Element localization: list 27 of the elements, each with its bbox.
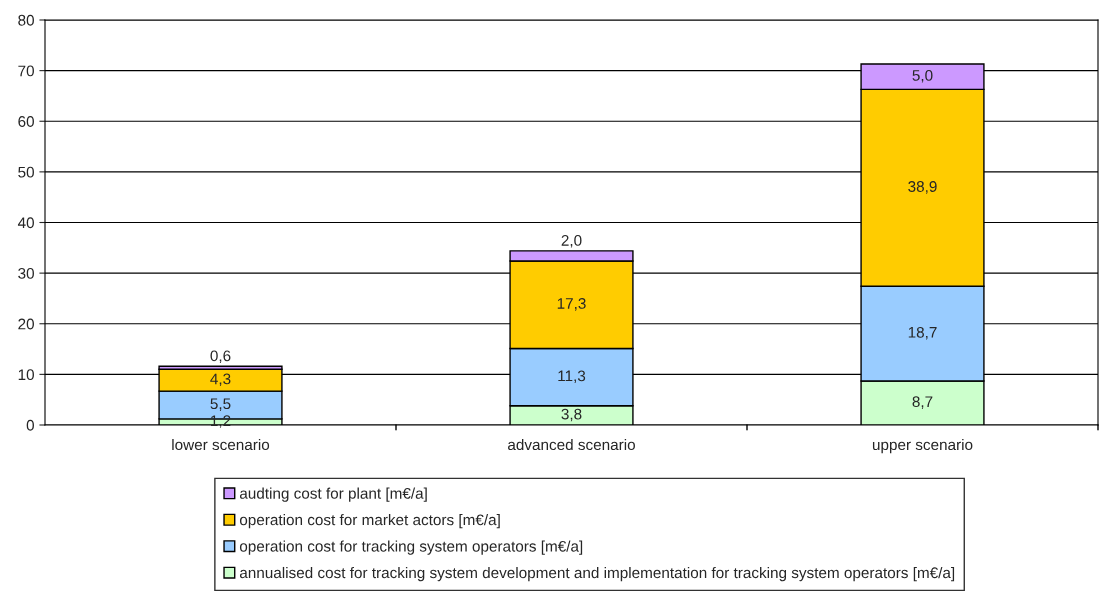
data-label: 4,3	[210, 373, 231, 387]
data-label: 0,6	[210, 350, 231, 364]
data-label: 17,3	[557, 298, 586, 311]
y-tick-label: 70	[18, 65, 34, 77]
y-tick-label: 0	[26, 419, 34, 431]
y-tick-label: 60	[18, 116, 34, 127]
legend-label: audting cost for plant [m€/a]	[239, 487, 427, 502]
x-tick-label: upper scenario	[872, 438, 973, 454]
data-label: 11,3	[558, 370, 586, 384]
data-label: 18,7	[908, 326, 937, 340]
data-label: 5,5	[210, 398, 231, 411]
x-tick-label: lower scenario	[172, 438, 270, 451]
y-tick-label: 80	[18, 14, 34, 26]
y-tick-label: 10	[18, 369, 34, 381]
legend-label: operation cost for tracking system operators [m€/a]	[239, 540, 583, 555]
data-label: 5,0	[912, 69, 933, 83]
y-tick-label: 20	[18, 318, 34, 330]
legend-label: operation cost for market actors [m€/a]	[239, 514, 500, 529]
data-label: 2,0	[561, 234, 582, 248]
y-tick-label: 30	[18, 267, 34, 279]
y-tick-label: 50	[18, 166, 34, 178]
data-label: 8,7	[912, 396, 933, 409]
y-tick-label: 40	[17, 217, 34, 229]
data-label: 38,9	[908, 181, 937, 194]
data-label: 3,8	[561, 408, 582, 422]
x-tick-label: advanced scenario	[508, 438, 635, 451]
legend-label: annualised cost for tracking system development and implementation for tracking system operators [m€/a]	[239, 566, 955, 582]
